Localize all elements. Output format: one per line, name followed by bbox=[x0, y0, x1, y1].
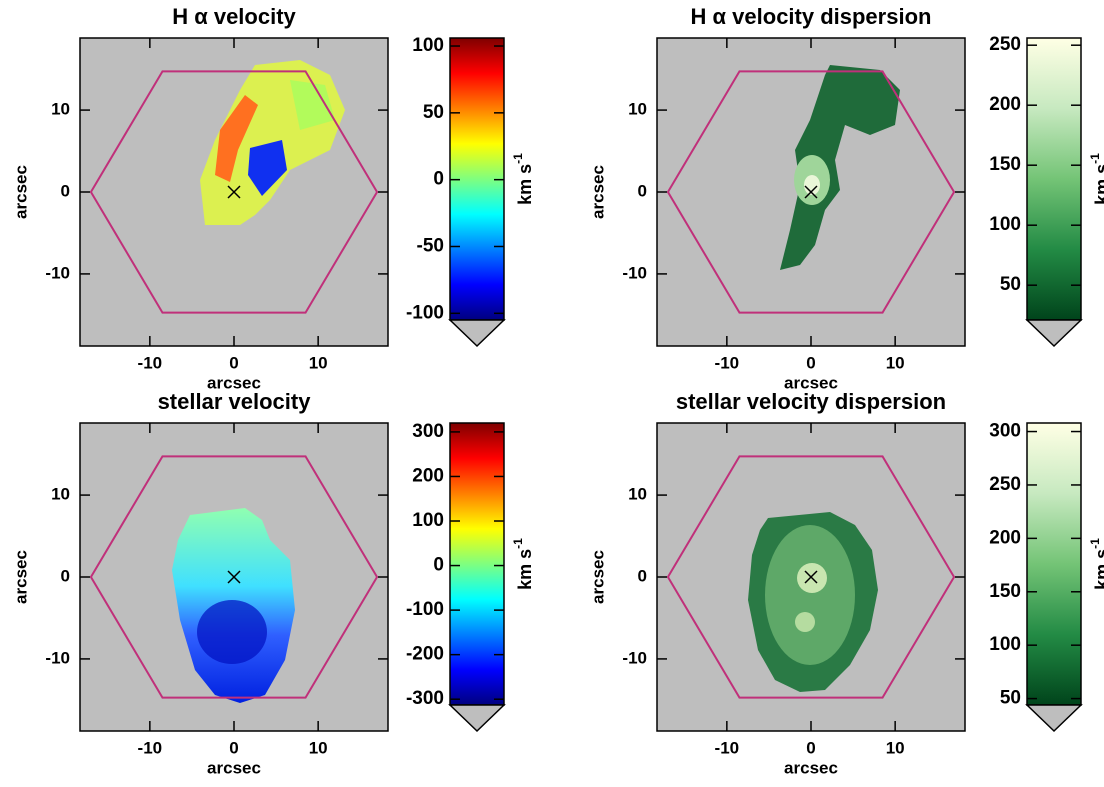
center-marker bbox=[804, 185, 818, 199]
colorbar-tick-label: 0 bbox=[433, 169, 444, 190]
x-tick-label: 10 bbox=[886, 353, 905, 372]
colorbar-label-exponent: -1 bbox=[1088, 153, 1102, 164]
colorbar-label: km s-1 bbox=[511, 153, 535, 205]
ha-velocity-region bbox=[215, 95, 258, 182]
colorbar-label: km s-1 bbox=[1088, 538, 1104, 590]
x-axis-label: arcsec bbox=[784, 373, 838, 392]
colorbar-under bbox=[1025, 319, 1083, 348]
colorbar-tick-label: 100 bbox=[989, 634, 1021, 655]
y-axis-label: arcsec bbox=[11, 550, 30, 604]
colorbar-tick-label: 150 bbox=[989, 154, 1021, 175]
colorbar-label-unit: km s bbox=[1092, 549, 1104, 590]
ha-dispersion-region bbox=[780, 65, 900, 270]
footprint-outline bbox=[666, 455, 956, 699]
colorbar-tick-label: 100 bbox=[412, 35, 444, 56]
x-tick-label: 10 bbox=[309, 738, 328, 757]
colorbar-label-unit: km s bbox=[1092, 164, 1104, 205]
y-tick-label: -10 bbox=[622, 648, 647, 667]
y-tick-label: 10 bbox=[51, 100, 70, 119]
x-tick-label: -10 bbox=[138, 738, 163, 757]
x-axis-label: arcsec bbox=[207, 758, 261, 777]
colorbar-tick-label: 100 bbox=[412, 510, 444, 531]
stellar-dispersion-region bbox=[765, 525, 855, 665]
colorbar-tick-label: -300 bbox=[406, 688, 444, 709]
colorbar-label-exponent: -1 bbox=[511, 538, 525, 549]
colorbar-tick-label: -100 bbox=[406, 599, 444, 620]
center-marker bbox=[227, 185, 241, 199]
x-tick-label: -10 bbox=[715, 738, 740, 757]
colorbar-tick-label: 50 bbox=[1000, 688, 1021, 709]
colorbar-tick-label: -200 bbox=[406, 644, 444, 665]
chart-title: H α velocity dispersion bbox=[691, 4, 932, 29]
y-tick-label: 10 bbox=[628, 485, 647, 504]
colorbar-tick-label: -50 bbox=[417, 236, 444, 257]
x-tick-label: -10 bbox=[715, 353, 740, 372]
colorbar-tick-label: 250 bbox=[989, 474, 1021, 495]
x-tick-label: 10 bbox=[886, 738, 905, 757]
stellar-dispersion-region bbox=[795, 612, 815, 632]
y-tick-label: -10 bbox=[45, 648, 70, 667]
colorbar-tick-label: -100 bbox=[406, 302, 444, 323]
colorbar-tick-label: 0 bbox=[433, 555, 444, 576]
ha-velocity-region bbox=[248, 140, 287, 196]
ha-velocity-region bbox=[290, 80, 335, 130]
x-tick-label: 0 bbox=[229, 738, 238, 757]
colorbar-tick-label: 50 bbox=[423, 102, 444, 123]
y-tick-label: 10 bbox=[628, 100, 647, 119]
colorbar bbox=[1026, 37, 1082, 321]
colorbar-label: km s-1 bbox=[1088, 153, 1104, 205]
colorbar-under bbox=[448, 704, 506, 733]
x-tick-label: 0 bbox=[806, 353, 815, 372]
y-axis-label: arcsec bbox=[588, 165, 607, 219]
colorbar-label-exponent: -1 bbox=[511, 153, 525, 164]
y-tick-label: -10 bbox=[45, 263, 70, 282]
colorbar-tick-label: 150 bbox=[989, 581, 1021, 602]
colorbar bbox=[449, 422, 505, 706]
chart-title: H α velocity bbox=[172, 4, 296, 29]
colorbar-tick-label: 300 bbox=[989, 421, 1021, 442]
x-axis-label: arcsec bbox=[784, 758, 838, 777]
x-tick-label: -10 bbox=[138, 353, 163, 372]
colorbar-label-unit: km s bbox=[515, 549, 535, 590]
footprint-outline bbox=[89, 455, 379, 699]
chart-title: stellar velocity dispersion bbox=[676, 389, 946, 414]
colorbar bbox=[1026, 422, 1082, 706]
y-tick-label: 0 bbox=[61, 566, 70, 585]
x-tick-label: 0 bbox=[229, 353, 238, 372]
colorbar-tick-label: 200 bbox=[412, 465, 444, 486]
maps bbox=[172, 60, 900, 703]
footprint-outline bbox=[666, 70, 956, 314]
center-marker bbox=[227, 570, 241, 584]
colorbar-tick-label: 200 bbox=[989, 527, 1021, 548]
y-tick-label: 0 bbox=[638, 566, 647, 585]
colorbar-tick-label: 250 bbox=[989, 34, 1021, 55]
y-axis-label: arcsec bbox=[11, 165, 30, 219]
colorbar-tick-label: 50 bbox=[1000, 274, 1021, 295]
center-marker bbox=[804, 570, 818, 584]
stellar-velocity-region bbox=[197, 600, 267, 664]
y-tick-label: 10 bbox=[51, 485, 70, 504]
y-tick-label: 0 bbox=[61, 181, 70, 200]
colorbar-label-exponent: -1 bbox=[1088, 538, 1102, 549]
chart-title: stellar velocity bbox=[158, 389, 312, 414]
y-tick-label: 0 bbox=[638, 181, 647, 200]
axes-overlays: H α velocity-10 0 10-10010arcsecarcsec-100… bbox=[11, 4, 1104, 778]
colorbar-tick-label: 300 bbox=[412, 421, 444, 442]
y-axis-label: arcsec bbox=[588, 550, 607, 604]
colorbar-tick-label: 100 bbox=[989, 214, 1021, 235]
footprint-outline bbox=[89, 70, 379, 314]
x-tick-label: 10 bbox=[309, 353, 328, 372]
x-tick-label: 0 bbox=[806, 738, 815, 757]
y-tick-label: -10 bbox=[622, 263, 647, 282]
colorbar-label: km s-1 bbox=[511, 538, 535, 590]
x-axis-label: arcsec bbox=[207, 373, 261, 392]
colorbar-tick-label: 200 bbox=[989, 94, 1021, 115]
colorbar-under bbox=[1025, 704, 1083, 733]
colorbar-label-unit: km s bbox=[515, 164, 535, 205]
colorbar-under bbox=[448, 319, 506, 348]
